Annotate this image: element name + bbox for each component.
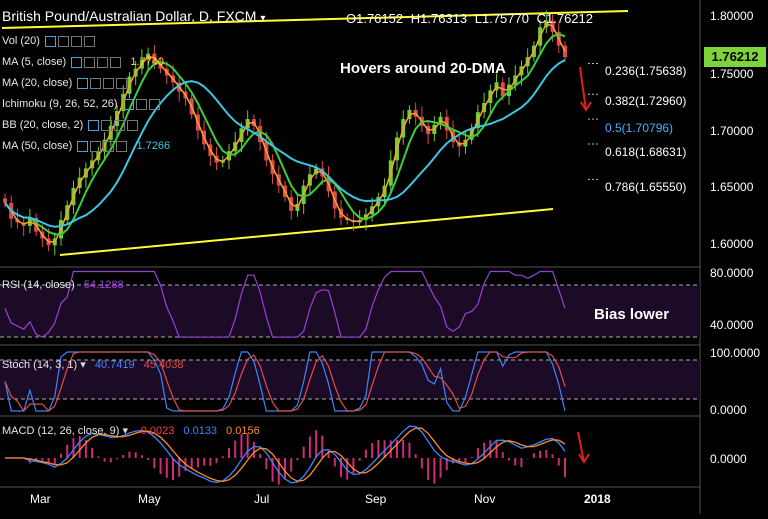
ma5-line bbox=[4, 22, 566, 243]
rsi-label: RSI (14, close) bbox=[2, 279, 75, 291]
indicator-ma20[interactable]: MA (20, close) bbox=[2, 77, 128, 89]
macd-header[interactable]: MACD (12, 26, close, 9) ▾ -0.0023 0.0133… bbox=[2, 425, 260, 437]
x-tick-label: Nov bbox=[474, 492, 496, 506]
visibility-toggle-icon[interactable] bbox=[77, 140, 89, 152]
stoch-d-value: 45.4038 bbox=[143, 359, 184, 371]
title-dropdown-icon[interactable]: ▾ bbox=[260, 13, 266, 24]
fib-label-05: 0.5(1.70796) bbox=[605, 121, 674, 135]
stoch-label: Stoch (14, 3, 1) bbox=[2, 359, 78, 371]
stoch-tick-label: 100.0000 bbox=[710, 346, 761, 360]
x-tick-label: 2018 bbox=[584, 492, 611, 506]
remove-icon[interactable] bbox=[83, 35, 95, 47]
stoch-band-fill bbox=[0, 360, 700, 399]
rsi-header[interactable]: RSI (14, close) 54.1288 bbox=[2, 279, 124, 291]
indicator-ma5-value: 1.7740 bbox=[130, 56, 164, 68]
stoch-header[interactable]: Stoch (14, 3, 1) ▾ 40.7419 45.4038 bbox=[2, 359, 184, 371]
x-tick-label: Sep bbox=[365, 492, 387, 506]
ma50-line bbox=[4, 59, 566, 228]
indicator-ma5[interactable]: MA (5, close) 1.7740 bbox=[2, 56, 164, 68]
ma20-line bbox=[4, 33, 566, 236]
fib-label-0618: 0.618(1.68631) bbox=[605, 145, 687, 159]
y-tick-label: 1.60000 bbox=[710, 237, 754, 251]
rsi-line bbox=[4, 270, 566, 338]
more-icon[interactable] bbox=[97, 56, 109, 68]
stoch-d-line bbox=[4, 351, 566, 412]
upper-trendline bbox=[1, 10, 629, 29]
indicator-ma50-value: 1.7266 bbox=[136, 140, 171, 152]
remove-icon[interactable] bbox=[110, 56, 122, 68]
remove-icon[interactable] bbox=[116, 140, 128, 152]
macd-value: 0.0133 bbox=[183, 425, 218, 437]
x-tick-label: Mar bbox=[30, 492, 51, 506]
visibility-toggle-icon[interactable] bbox=[88, 119, 100, 131]
down-arrow-macd bbox=[577, 431, 585, 463]
indicator-ma20-label: MA (20, close) bbox=[2, 77, 73, 89]
settings-icon[interactable] bbox=[57, 35, 69, 47]
chart-title-text: British Pound/Australian Dollar, D, FXCM bbox=[2, 8, 257, 24]
settings-icon[interactable] bbox=[90, 140, 102, 152]
more-icon[interactable] bbox=[70, 35, 82, 47]
more-icon[interactable] bbox=[103, 140, 115, 152]
macd-signal-value: 0.0156 bbox=[226, 425, 260, 437]
fib-label-0786: 0.786(1.65550) bbox=[605, 180, 687, 194]
lower-trendline bbox=[59, 208, 554, 256]
indicator-ichimoku-label: Ichimoku (9, 26, 52, 26) bbox=[2, 98, 118, 110]
x-tick-label: Jul bbox=[254, 492, 270, 506]
more-icon[interactable] bbox=[103, 77, 115, 89]
high-value: H1.76313 bbox=[410, 11, 468, 26]
y-tick-label: 1.65000 bbox=[710, 180, 754, 194]
macd-hist-value: -0.0023 bbox=[137, 425, 175, 437]
more-icon[interactable] bbox=[148, 98, 160, 110]
remove-icon[interactable] bbox=[127, 119, 139, 131]
more-icon[interactable] bbox=[114, 119, 126, 131]
fib-label-0382: 0.382(1.72960) bbox=[605, 94, 687, 108]
stoch-k-value: 40.7419 bbox=[94, 359, 135, 371]
indicator-ichimoku[interactable]: Ichimoku (9, 26, 52, 26) bbox=[2, 98, 160, 110]
macd-signal-line bbox=[5, 427, 566, 483]
indicator-ma50-label: MA (50, close) bbox=[2, 140, 73, 152]
indicator-bb-label: BB (20, close, 2) bbox=[2, 119, 84, 131]
y-tick-label: 1.75000 bbox=[710, 67, 754, 81]
settings-icon[interactable] bbox=[90, 77, 102, 89]
visibility-toggle-icon[interactable] bbox=[77, 77, 89, 89]
down-arrow-main-head bbox=[580, 101, 592, 112]
indicator-vol[interactable]: Vol (20) bbox=[2, 35, 95, 47]
indicator-ma5-label: MA (5, close) bbox=[2, 56, 67, 68]
y-tick-label: 1.80000 bbox=[710, 9, 754, 23]
open-value: O1.76152 bbox=[346, 11, 404, 26]
chart-title: British Pound/Australian Dollar, D, FXCM… bbox=[2, 8, 265, 24]
macd-label: MACD (12, 26, close, 9) bbox=[2, 425, 120, 437]
candle-body bbox=[3, 198, 7, 203]
rsi-tick-label: 40.0000 bbox=[710, 318, 754, 332]
settings-icon[interactable] bbox=[135, 98, 147, 110]
y-tick-label: 1.70000 bbox=[710, 124, 754, 138]
macd-tick-label: 0.0000 bbox=[710, 452, 747, 466]
rsi-value: 54.1288 bbox=[83, 279, 124, 291]
annotation-main: Hovers around 20-DMA bbox=[340, 60, 506, 77]
low-value: L1.75770 bbox=[474, 11, 529, 26]
visibility-toggle-icon[interactable] bbox=[44, 35, 56, 47]
indicator-ma50[interactable]: MA (50, close) 1.7266 bbox=[2, 140, 170, 152]
ohlc-readout: O1.76152 H1.76313 L1.75770 C1.76212 bbox=[346, 11, 597, 26]
stoch-tick-label: 0.0000 bbox=[710, 403, 747, 417]
rsi-band-fill bbox=[0, 285, 700, 337]
remove-icon[interactable] bbox=[116, 77, 128, 89]
x-tick-label: May bbox=[138, 492, 161, 506]
down-arrow-macd-head bbox=[578, 453, 590, 464]
visibility-toggle-icon[interactable] bbox=[71, 56, 83, 68]
annotation-rsi: Bias lower bbox=[594, 306, 670, 323]
fib-label-0236: 0.236(1.75638) bbox=[605, 64, 687, 78]
indicator-bb[interactable]: BB (20, close, 2) bbox=[2, 119, 139, 131]
indicator-vol-label: Vol (20) bbox=[2, 35, 40, 47]
close-value: C1.76212 bbox=[536, 11, 593, 26]
visibility-toggle-icon[interactable] bbox=[122, 98, 134, 110]
settings-icon[interactable] bbox=[101, 119, 113, 131]
settings-icon[interactable] bbox=[84, 56, 96, 68]
rsi-tick-label: 80.0000 bbox=[710, 266, 754, 280]
last-price-tag: 1.76212 bbox=[704, 47, 766, 67]
down-arrow-main bbox=[579, 66, 587, 111]
